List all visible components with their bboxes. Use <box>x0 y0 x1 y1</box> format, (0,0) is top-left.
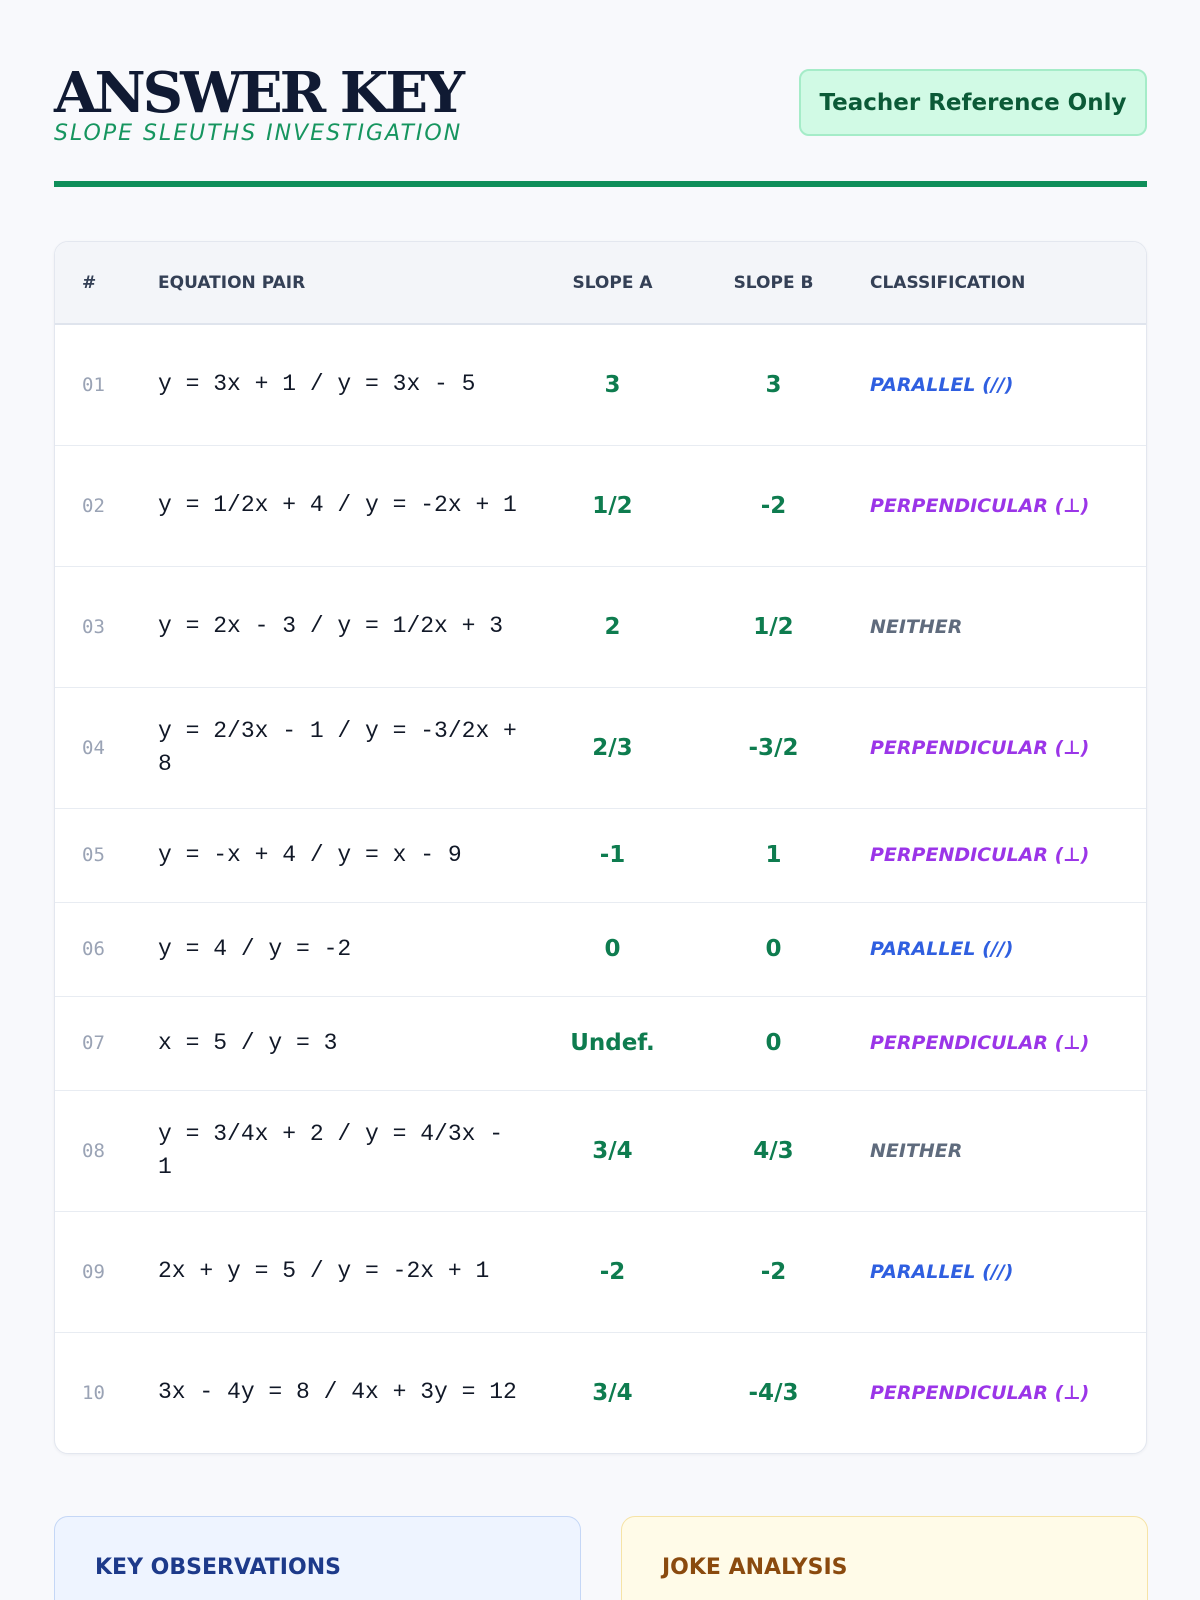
row-number: 07 <box>82 1032 105 1054</box>
answer-table-card: # EQUATION PAIR SLOPE A SLOPE B CLASSIFI… <box>54 241 1147 1454</box>
table-row: 02 y = 1/2x + 4 / y = -2x + 1 1/2 -2 PER… <box>55 445 1146 566</box>
slope-a: 3/4 <box>592 1379 633 1406</box>
slope-a: 0 <box>604 936 621 962</box>
joke-analysis-title: JOKE ANALYSIS <box>662 1555 848 1580</box>
classification-label: PERPENDICULAR (⊥) <box>870 1381 1090 1404</box>
slope-b: -3/2 <box>748 734 799 761</box>
equation-pair: y = 2/3x - 1 / y = -3/2x + 8 <box>158 717 517 777</box>
slope-b: -4/3 <box>748 1379 799 1406</box>
equation-pair: y = 3x + 1 / y = 3x - 5 <box>158 371 476 398</box>
column-header-slope-a: SLOPE A <box>532 242 693 325</box>
classification-label: PARALLEL (//) <box>870 938 1014 960</box>
equation-pair: y = 4 / y = -2 <box>158 935 352 962</box>
table-row: 09 2x + y = 5 / y = -2x + 1 -2 -2 PARALL… <box>55 1211 1146 1332</box>
slope-a: 2/3 <box>592 734 633 761</box>
table-row: 04 y = 2/3x - 1 / y = -3/2x + 8 2/3 -3/2… <box>55 687 1146 808</box>
row-number: 08 <box>82 1139 105 1162</box>
equation-pair: y = 2x - 3 / y = 1/2x + 3 <box>158 613 504 639</box>
slope-b: -2 <box>760 1258 787 1285</box>
table-row: 01 y = 3x + 1 / y = 3x - 5 3 3 PARALLEL … <box>55 324 1146 445</box>
slope-a: 2 <box>604 613 621 640</box>
table-row: 06 y = 4 / y = -2 0 0 PARALLEL (//) <box>55 902 1146 996</box>
slope-a: -1 <box>599 842 626 868</box>
joke-analysis-card: JOKE ANALYSIS <box>621 1516 1148 1600</box>
page-header: ANSWER KEY SLOPE SLEUTHS INVESTIGATION T… <box>54 54 1147 188</box>
column-header-classification: CLASSIFICATION <box>854 242 1146 325</box>
classification-label: PERPENDICULAR (⊥) <box>870 736 1090 759</box>
table-header-row: # EQUATION PAIR SLOPE A SLOPE B CLASSIFI… <box>55 242 1146 325</box>
equation-pair: y = -x + 4 / y = x - 9 <box>158 841 462 868</box>
classification-label: PERPENDICULAR (⊥) <box>870 1032 1090 1054</box>
row-number: 03 <box>82 615 105 638</box>
slope-b: 3 <box>765 371 782 398</box>
page-subtitle: SLOPE SLEUTHS INVESTIGATION <box>54 121 463 146</box>
row-number: 06 <box>82 938 105 960</box>
classification-label: NEITHER <box>870 615 963 638</box>
slope-b: 0 <box>765 1030 782 1056</box>
key-observations-title: KEY OBSERVATIONS <box>95 1555 341 1580</box>
equation-pair: 3x - 4y = 8 / 4x + 3y = 12 <box>158 1379 517 1406</box>
header-divider <box>54 181 1147 187</box>
row-number: 04 <box>82 736 105 759</box>
row-number: 10 <box>82 1381 105 1404</box>
table-row: 08 y = 3/4x + 2 / y = 4/3x - 1 3/4 4/3 N… <box>55 1090 1146 1211</box>
equation-pair: 2x + y = 5 / y = -2x + 1 <box>158 1258 490 1284</box>
answer-table: # EQUATION PAIR SLOPE A SLOPE B CLASSIFI… <box>55 242 1146 1453</box>
table-row: 10 3x - 4y = 8 / 4x + 3y = 12 3/4 -4/3 P… <box>55 1332 1146 1453</box>
classification-label: PARALLEL (//) <box>870 1260 1014 1283</box>
slope-b: 1/2 <box>753 613 794 640</box>
page-title: ANSWER KEY <box>54 60 465 126</box>
classification-label: PERPENDICULAR (⊥) <box>870 494 1090 517</box>
row-number: 02 <box>82 494 105 517</box>
slope-a: 1/2 <box>592 492 633 519</box>
column-header-number: # <box>55 242 154 325</box>
row-number: 05 <box>82 844 105 866</box>
slope-a: Undef. <box>570 1030 655 1056</box>
equation-pair: x = 5 / y = 3 <box>158 1029 338 1056</box>
slope-a: 3/4 <box>592 1137 633 1164</box>
row-number: 09 <box>82 1260 105 1283</box>
column-header-equation-pair: EQUATION PAIR <box>154 242 532 325</box>
slope-a: 3 <box>604 371 621 398</box>
row-number: 01 <box>82 373 105 396</box>
slope-b: -2 <box>760 492 787 519</box>
slope-a: -2 <box>599 1258 626 1285</box>
equation-pair: y = 3/4x + 2 / y = 4/3x - 1 <box>158 1120 504 1180</box>
equation-pair: y = 1/2x + 4 / y = -2x + 1 <box>158 492 517 518</box>
classification-label: PERPENDICULAR (⊥) <box>870 844 1090 866</box>
slope-b: 0 <box>765 936 782 962</box>
table-row: 05 y = -x + 4 / y = x - 9 -1 1 PERPENDIC… <box>55 808 1146 902</box>
slope-b: 4/3 <box>753 1137 794 1164</box>
key-observations-card: KEY OBSERVATIONS <box>54 1516 581 1600</box>
teacher-reference-badge: Teacher Reference Only <box>799 69 1147 136</box>
column-header-slope-b: SLOPE B <box>693 242 854 325</box>
slope-b: 1 <box>765 842 782 868</box>
classification-label: NEITHER <box>870 1139 963 1162</box>
table-row: 03 y = 2x - 3 / y = 1/2x + 3 2 1/2 NEITH… <box>55 566 1146 687</box>
table-row: 07 x = 5 / y = 3 Undef. 0 PERPENDICULAR … <box>55 996 1146 1090</box>
classification-label: PARALLEL (//) <box>870 373 1014 396</box>
